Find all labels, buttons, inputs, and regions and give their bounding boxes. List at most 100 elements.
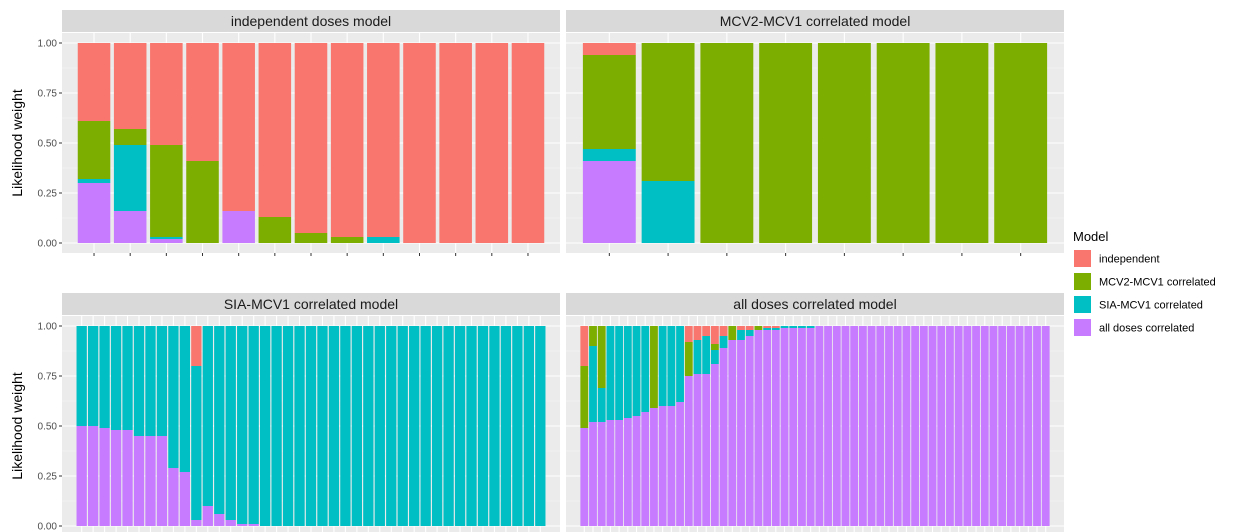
bar-segment-sia-mcv1-correlated xyxy=(237,326,248,524)
bar-segment-all-doses-correlated xyxy=(641,412,650,526)
bar-segment-independent xyxy=(737,326,745,330)
bar-segment-sia-mcv1-correlated xyxy=(340,326,351,526)
bar-segment-all-doses-correlated xyxy=(122,430,133,526)
bar-stack xyxy=(876,326,885,526)
bar-stack xyxy=(824,326,832,526)
bar-stack xyxy=(963,326,972,526)
bar-segment-sia-mcv1-correlated xyxy=(535,326,546,526)
bar-segment-sia-mcv1-correlated xyxy=(271,326,282,526)
bar-stack xyxy=(186,43,219,243)
bar-segment-all-doses-correlated xyxy=(1006,326,1015,526)
bar-segment-sia-mcv1-correlated xyxy=(798,326,806,328)
bar-stack xyxy=(597,326,606,526)
bar-segment-sia-mcv1-correlated xyxy=(113,145,147,211)
bar-segment-sia-mcv1-correlated xyxy=(780,326,789,328)
strip-background xyxy=(566,10,1064,32)
bar-segment-sia-mcv1-correlated xyxy=(667,326,676,406)
bar-stack xyxy=(1015,326,1024,526)
bar-stack xyxy=(145,326,156,526)
legend-label: independent xyxy=(1099,254,1160,266)
bar-segment-sia-mcv1-correlated xyxy=(489,326,500,526)
bar-segment-all-doses-correlated xyxy=(650,408,658,526)
bar-segment-all-doses-correlated xyxy=(589,422,597,526)
bar-segment-sia-mcv1-correlated xyxy=(156,326,168,436)
bar-segment-mcv2-mcv1-correlated xyxy=(330,237,364,243)
bar-stack xyxy=(667,326,676,526)
bar-segment-sia-mcv1-correlated xyxy=(454,326,466,526)
bar-stack xyxy=(676,326,684,526)
bar-segment-mcv2-mcv1-correlated xyxy=(589,326,597,346)
bar-stack xyxy=(466,326,477,526)
bar-segment-all-doses-correlated xyxy=(728,340,737,526)
bar-segment-independent xyxy=(258,43,292,217)
bar-segment-mcv2-mcv1-correlated xyxy=(113,129,147,145)
bar-stack xyxy=(443,326,454,526)
bar-stack xyxy=(1006,326,1015,526)
bar-stack xyxy=(367,43,400,243)
y-tick-label: 0.50 xyxy=(38,139,58,150)
bar-segment-all-doses-correlated xyxy=(1024,326,1033,526)
bar-segment-sia-mcv1-correlated xyxy=(763,328,772,330)
bar-segment-independent xyxy=(222,43,255,211)
bar-segment-all-doses-correlated xyxy=(946,326,954,526)
bar-segment-sia-mcv1-correlated xyxy=(615,326,624,420)
bar-segment-all-doses-correlated xyxy=(248,524,259,526)
bar-segment-sia-mcv1-correlated xyxy=(702,336,711,374)
bar-segment-sia-mcv1-correlated xyxy=(431,326,443,526)
bar-stack xyxy=(386,326,397,526)
bar-segment-sia-mcv1-correlated xyxy=(477,326,489,526)
bar-stack xyxy=(1033,326,1041,526)
bar-segment-all-doses-correlated xyxy=(858,326,867,526)
bar-segment-mcv2-mcv1-correlated xyxy=(77,121,111,179)
bar-segment-all-doses-correlated xyxy=(798,328,806,526)
bar-stack xyxy=(248,326,259,526)
bar-segment-independent xyxy=(745,326,754,330)
y-axis-label: Likelihood weight xyxy=(9,89,25,197)
bar-segment-all-doses-correlated xyxy=(963,326,972,526)
bar-segment-sia-mcv1-correlated xyxy=(789,326,798,328)
bar-stack xyxy=(214,326,225,526)
bar-stack xyxy=(615,326,624,526)
bar-segment-independent xyxy=(403,43,436,243)
bar-segment-all-doses-correlated xyxy=(710,364,719,526)
legend: Model independent MCV2-MCV1 correlated SIA-… xyxy=(1073,229,1216,336)
y-tick-label: 0.50 xyxy=(38,422,58,433)
bar-segment-all-doses-correlated xyxy=(145,436,156,526)
bar-stack xyxy=(841,326,850,526)
bar-segment-all-doses-correlated xyxy=(806,328,815,526)
y-tick-label: 0.75 xyxy=(38,89,58,100)
bar-segment-all-doses-correlated xyxy=(582,161,636,243)
bar-segment-sia-mcv1-correlated xyxy=(443,326,454,526)
bar-segment-all-doses-correlated xyxy=(937,326,946,526)
legend-swatch xyxy=(1074,273,1091,290)
bar-segment-sia-mcv1-correlated xyxy=(110,326,122,430)
bar-stack xyxy=(330,43,364,243)
panel-mcv2-mcv1-correlated-model: MCV2-MCV1 correlated model xyxy=(566,10,1064,256)
bar-stack xyxy=(832,326,841,526)
bar-segment-sia-mcv1-correlated xyxy=(589,346,597,422)
panel-all-doses-correlated-model: all doses correlated model xyxy=(566,293,1064,532)
bar-segment-all-doses-correlated xyxy=(876,326,885,526)
bar-stack xyxy=(623,326,632,526)
bar-segment-sia-mcv1-correlated xyxy=(150,237,183,239)
bar-segment-sia-mcv1-correlated xyxy=(693,340,702,374)
bar-stack xyxy=(500,326,512,526)
bar-segment-sia-mcv1-correlated xyxy=(248,326,259,524)
bar-stack xyxy=(523,326,535,526)
bar-stack xyxy=(156,326,168,526)
panel-background xyxy=(566,316,1064,532)
bar-stack xyxy=(328,326,340,526)
panel-strip-title: independent doses model xyxy=(231,13,391,29)
bar-segment-mcv2-mcv1-correlated xyxy=(935,43,989,243)
bar-stack xyxy=(850,326,859,526)
bar-segment-mcv2-mcv1-correlated xyxy=(150,145,183,237)
bar-stack xyxy=(489,326,500,526)
bar-stack xyxy=(780,326,789,526)
bar-stack xyxy=(911,326,920,526)
bar-stack xyxy=(998,326,1007,526)
bar-stack xyxy=(191,326,202,526)
bar-stack xyxy=(815,326,824,526)
bar-segment-sia-mcv1-correlated xyxy=(374,326,385,526)
bar-segment-independent xyxy=(77,43,111,121)
bar-stack xyxy=(710,326,719,526)
